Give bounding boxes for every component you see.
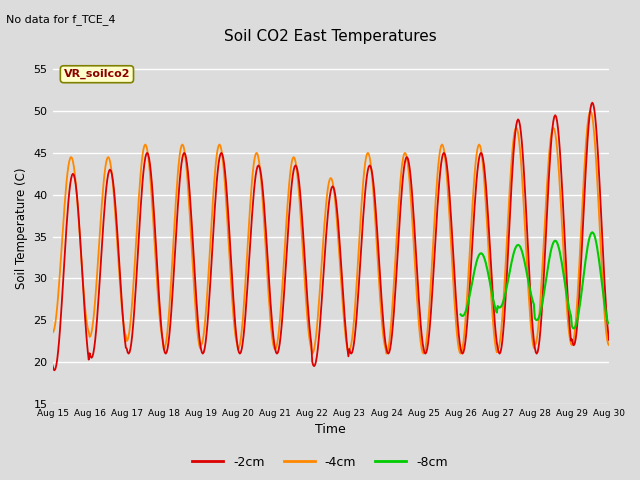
-2cm [228, 281, 236, 287]
-8cm [457, 312, 465, 317]
-8cm [570, 325, 577, 331]
-4cm [483, 214, 490, 220]
Legend: -2cm, -4cm, -8cm: -2cm, -4cm, -8cm [187, 451, 453, 474]
-8cm [499, 301, 506, 307]
-8cm [579, 285, 586, 291]
Line: -4cm: -4cm [52, 111, 640, 354]
-8cm [538, 301, 546, 307]
-4cm [308, 351, 316, 357]
-4cm [104, 154, 112, 160]
-4cm [228, 288, 236, 293]
Line: -2cm: -2cm [52, 103, 640, 371]
-8cm [552, 238, 560, 244]
-8cm [486, 282, 494, 288]
-8cm [598, 285, 606, 291]
Y-axis label: Soil Temperature (C): Soil Temperature (C) [15, 168, 28, 289]
-2cm [67, 176, 75, 181]
-2cm [51, 368, 58, 373]
-4cm [67, 155, 74, 161]
Title: Soil CO2 East Temperatures: Soil CO2 East Temperatures [225, 29, 437, 44]
-2cm [220, 155, 227, 161]
-8cm [588, 229, 596, 235]
-4cm [587, 108, 595, 114]
-4cm [49, 330, 56, 336]
-8cm [604, 320, 612, 326]
-2cm [397, 208, 404, 214]
-2cm [49, 362, 56, 368]
Text: VR_soilco2: VR_soilco2 [63, 69, 130, 79]
-4cm [397, 180, 404, 185]
Line: -8cm: -8cm [461, 232, 608, 328]
X-axis label: Time: Time [316, 423, 346, 436]
-2cm [483, 192, 490, 197]
Text: No data for f_TCE_4: No data for f_TCE_4 [6, 14, 116, 25]
-4cm [218, 153, 226, 158]
-2cm [588, 100, 596, 106]
-2cm [105, 168, 113, 174]
